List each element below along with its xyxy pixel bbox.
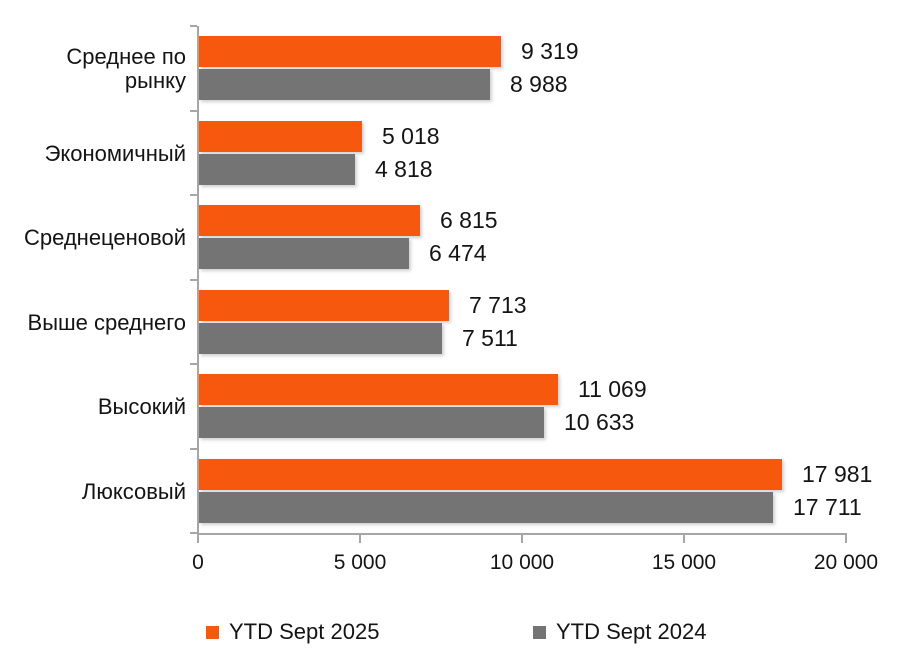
legend-swatch-ytd-2025 bbox=[206, 625, 219, 639]
category-label: Высокий bbox=[97, 393, 186, 419]
y-axis-tick bbox=[190, 363, 197, 365]
x-axis-tick-label: 15 000 bbox=[651, 551, 717, 574]
y-axis-tick bbox=[190, 25, 197, 27]
bar-value-label-ytd-2025: 7 713 bbox=[469, 292, 527, 318]
x-axis-line bbox=[197, 533, 847, 535]
legend-swatch-ytd-2024 bbox=[533, 625, 546, 639]
legend-item-ytd-2024: YTD Sept 2024 bbox=[533, 619, 706, 645]
x-axis-tick-label: 5 000 bbox=[333, 551, 387, 574]
category-label: Среднее по рынку bbox=[66, 43, 186, 93]
bar-ytd-2025 bbox=[199, 459, 782, 490]
y-axis-line bbox=[197, 26, 199, 535]
bar-ytd-2025 bbox=[199, 36, 501, 67]
y-axis-tick bbox=[190, 448, 197, 450]
bar-ytd-2025 bbox=[199, 374, 558, 405]
bar-ytd-2024 bbox=[199, 492, 773, 523]
legend-item-ytd-2025: YTD Sept 2025 bbox=[206, 619, 379, 645]
legend-label-ytd-2024: YTD Sept 2024 bbox=[556, 619, 707, 644]
x-axis-tick-label: 20 000 bbox=[813, 551, 879, 574]
bar-value-label-ytd-2024: 17 711 bbox=[793, 494, 862, 520]
bar-value-label-ytd-2024: 4 818 bbox=[375, 156, 433, 182]
category-label: Люксовый bbox=[81, 478, 186, 504]
bar-ytd-2025 bbox=[199, 290, 449, 321]
x-axis-tick bbox=[845, 535, 847, 543]
x-axis-tick-label: 0 bbox=[192, 551, 204, 574]
bar-value-label-ytd-2025: 11 069 bbox=[578, 376, 647, 402]
bar-value-label-ytd-2024: 6 474 bbox=[429, 240, 487, 266]
legend-label-ytd-2025: YTD Sept 2025 bbox=[229, 619, 380, 644]
bar-value-label-ytd-2024: 10 633 bbox=[564, 409, 635, 435]
bar-ytd-2024 bbox=[199, 69, 490, 100]
bar-value-label-ytd-2024: 7 511 bbox=[462, 325, 518, 351]
y-axis-tick bbox=[190, 110, 197, 112]
x-axis-tick bbox=[521, 535, 523, 543]
bar-value-label-ytd-2025: 5 018 bbox=[382, 123, 440, 149]
bar-ytd-2025 bbox=[199, 121, 362, 152]
x-axis-tick bbox=[197, 535, 199, 543]
bar-ytd-2025 bbox=[199, 205, 420, 236]
bar-value-label-ytd-2024: 8 988 bbox=[510, 71, 568, 97]
x-axis-tick-label: 10 000 bbox=[489, 551, 555, 574]
bar-value-label-ytd-2025: 9 319 bbox=[521, 38, 579, 64]
x-axis-tick bbox=[359, 535, 361, 543]
x-axis-tick bbox=[683, 535, 685, 543]
bar-ytd-2024 bbox=[199, 154, 355, 185]
bar-value-label-ytd-2025: 6 815 bbox=[440, 207, 498, 233]
y-axis-tick bbox=[190, 532, 197, 534]
y-axis-tick bbox=[190, 279, 197, 281]
bar-ytd-2024 bbox=[199, 407, 544, 438]
bar-ytd-2024 bbox=[199, 323, 442, 354]
bar-value-label-ytd-2025: 17 981 bbox=[802, 461, 873, 487]
y-axis-tick bbox=[190, 194, 197, 196]
category-label: Экономичный bbox=[44, 140, 186, 166]
bar-ytd-2024 bbox=[199, 238, 409, 269]
category-label: Выше среднего bbox=[27, 309, 186, 335]
category-label: Среднеценовой bbox=[23, 224, 186, 250]
